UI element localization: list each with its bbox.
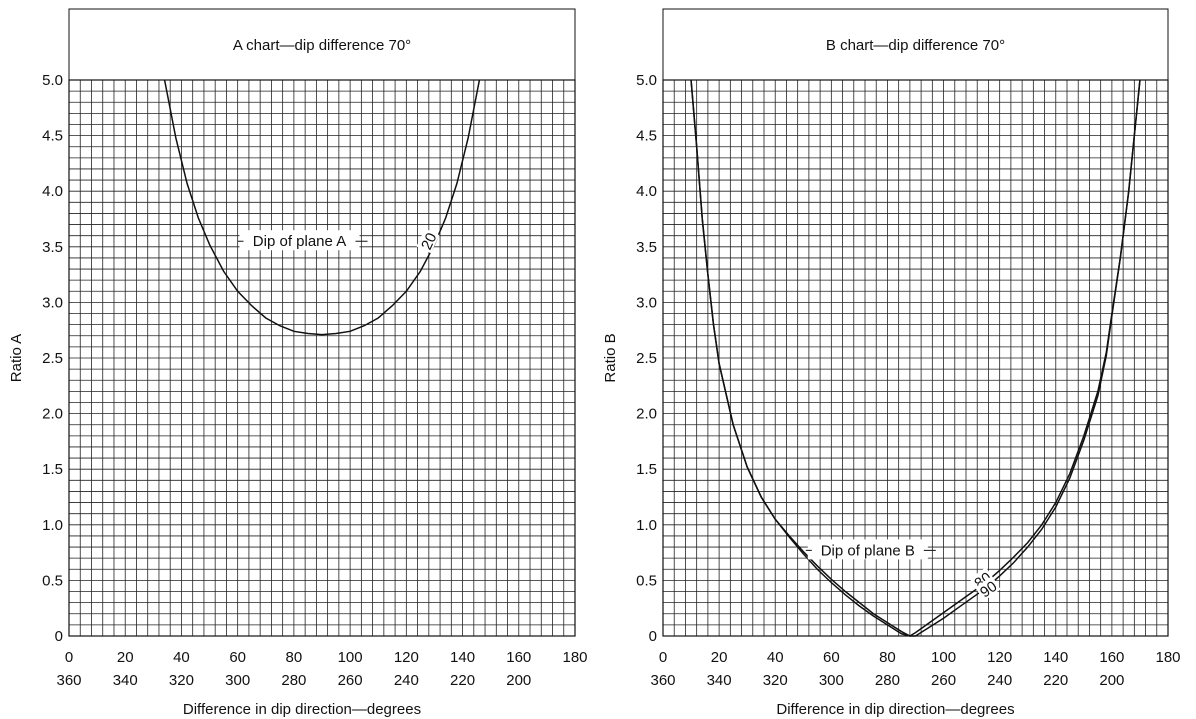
y-tick-label: 2.5: [42, 350, 63, 367]
x-tick-label: 160: [506, 649, 531, 666]
series-label: 20: [418, 230, 440, 252]
series-label-bg: [416, 228, 440, 254]
x-tick-label-alt: 340: [707, 672, 732, 689]
series-line-90: [690, 79, 1141, 637]
title-box: [662, 8, 1169, 81]
x-tick-label-alt: 320: [169, 672, 194, 689]
grid: [662, 79, 1169, 637]
x-tick-label: 180: [562, 649, 587, 666]
x-tick-label: 100: [338, 649, 363, 666]
y-tick-label: 4.0: [42, 183, 63, 200]
chart-b-svg: B chart—dip difference 70° 0 0.5 1.0 1.5 2.0 2…: [602, 8, 1181, 718]
x-tick-label: 120: [394, 649, 419, 666]
x-tick-label-alt: 280: [281, 672, 306, 689]
annotation-label: Dip of plane B: [821, 542, 915, 559]
x-axis-label: Difference in dip direction—degrees: [183, 701, 421, 718]
x-tick-label-alt: 280: [875, 672, 900, 689]
series-label-bg: [975, 576, 1001, 601]
y-tick-label: 1.5: [42, 461, 63, 478]
y-tick-label: 1.0: [42, 517, 63, 534]
x-tick-label-alt: 200: [506, 672, 531, 689]
x-tick-label-alt: 220: [1043, 672, 1068, 689]
chart-b: B chart—dip difference 70° 0 0.5 1.0 1.5 2.0 2…: [598, 0, 1196, 719]
y-tick-label: 3.5: [42, 239, 63, 256]
chart-title: B chart—dip difference 70°: [826, 37, 1005, 54]
y-tick-label: 1.0: [636, 517, 657, 534]
y-tick-label: 1.5: [636, 461, 657, 478]
annotation-label: Dip of plane A: [253, 233, 346, 250]
x-tick-label: 80: [879, 649, 896, 666]
x-tick-label: 140: [1043, 649, 1068, 666]
chart-title: A chart—dip difference 70°: [233, 37, 411, 54]
x-tick-label-alt: 360: [56, 672, 81, 689]
series-label-bg: [969, 567, 996, 592]
series-line-20: [163, 79, 481, 336]
x-tick-label-alt: 340: [113, 672, 138, 689]
x-tick-label: 20: [711, 649, 728, 666]
y-axis-label: Ratio B: [602, 333, 619, 382]
y-tick-label: 2.5: [636, 350, 657, 367]
x-tick-label-alt: 360: [650, 672, 675, 689]
chart-a: A chart—dip difference 70° 0 0.5 1.0 1.5 2.0 2…: [8, 8, 588, 718]
x-tick-label-alt: 260: [931, 672, 956, 689]
x-tick-label: 160: [1099, 649, 1124, 666]
y-tick-label: 2.0: [636, 406, 657, 423]
x-tick-label-alt: 300: [819, 672, 844, 689]
x-axis-label: Difference in dip direction—degrees: [776, 701, 1014, 718]
x-tick-label-alt: 320: [763, 672, 788, 689]
x-tick-label: 180: [1155, 649, 1180, 666]
x-tick-label: 40: [173, 649, 190, 666]
title-box: [68, 8, 576, 81]
y-tick-label: 0.5: [636, 572, 657, 589]
x-tick-label: 120: [987, 649, 1012, 666]
annotation-bg: [807, 539, 928, 560]
grid: [68, 79, 576, 637]
y-tick-label: 4.5: [636, 128, 657, 145]
y-tick-label: 4.0: [636, 183, 657, 200]
x-tick-label: 0: [659, 649, 667, 666]
chart-a-svg: A chart—dip difference 70° 0 0.5 1.0 1.5 2.0 2…: [8, 8, 588, 718]
y-tick-label: 3.5: [636, 239, 657, 256]
y-tick-label: 3.0: [42, 294, 63, 311]
y-tick-label: 2.0: [42, 406, 63, 423]
x-tick-label-alt: 200: [1099, 672, 1124, 689]
x-tick-label: 60: [823, 649, 840, 666]
y-tick-label: 5.0: [42, 72, 63, 89]
y-axis-label: Ratio A: [8, 334, 25, 382]
x-tick-label: 40: [767, 649, 784, 666]
y-tick-label: 3.0: [636, 294, 657, 311]
y-tick-label: 0: [55, 628, 63, 645]
x-tick-label: 100: [931, 649, 956, 666]
y-tick-label: 5.0: [636, 72, 657, 89]
x-tick-label-alt: 220: [450, 672, 475, 689]
x-tick-label-alt: 260: [338, 672, 363, 689]
y-tick-label: 0.5: [42, 572, 63, 589]
annotation-bg: [239, 230, 360, 251]
x-tick-label-alt: 240: [987, 672, 1012, 689]
x-tick-label: 60: [229, 649, 246, 666]
x-tick-label: 80: [286, 649, 303, 666]
x-tick-label: 0: [65, 649, 73, 666]
x-tick-label: 140: [450, 649, 475, 666]
y-tick-label: 4.5: [42, 128, 63, 145]
x-tick-label-alt: 300: [225, 672, 250, 689]
y-tick-label: 0: [649, 628, 657, 645]
x-tick-label: 20: [117, 649, 134, 666]
plot-frame: [68, 79, 576, 637]
x-tick-label-alt: 240: [394, 672, 419, 689]
series-label: 90: [977, 578, 1000, 601]
